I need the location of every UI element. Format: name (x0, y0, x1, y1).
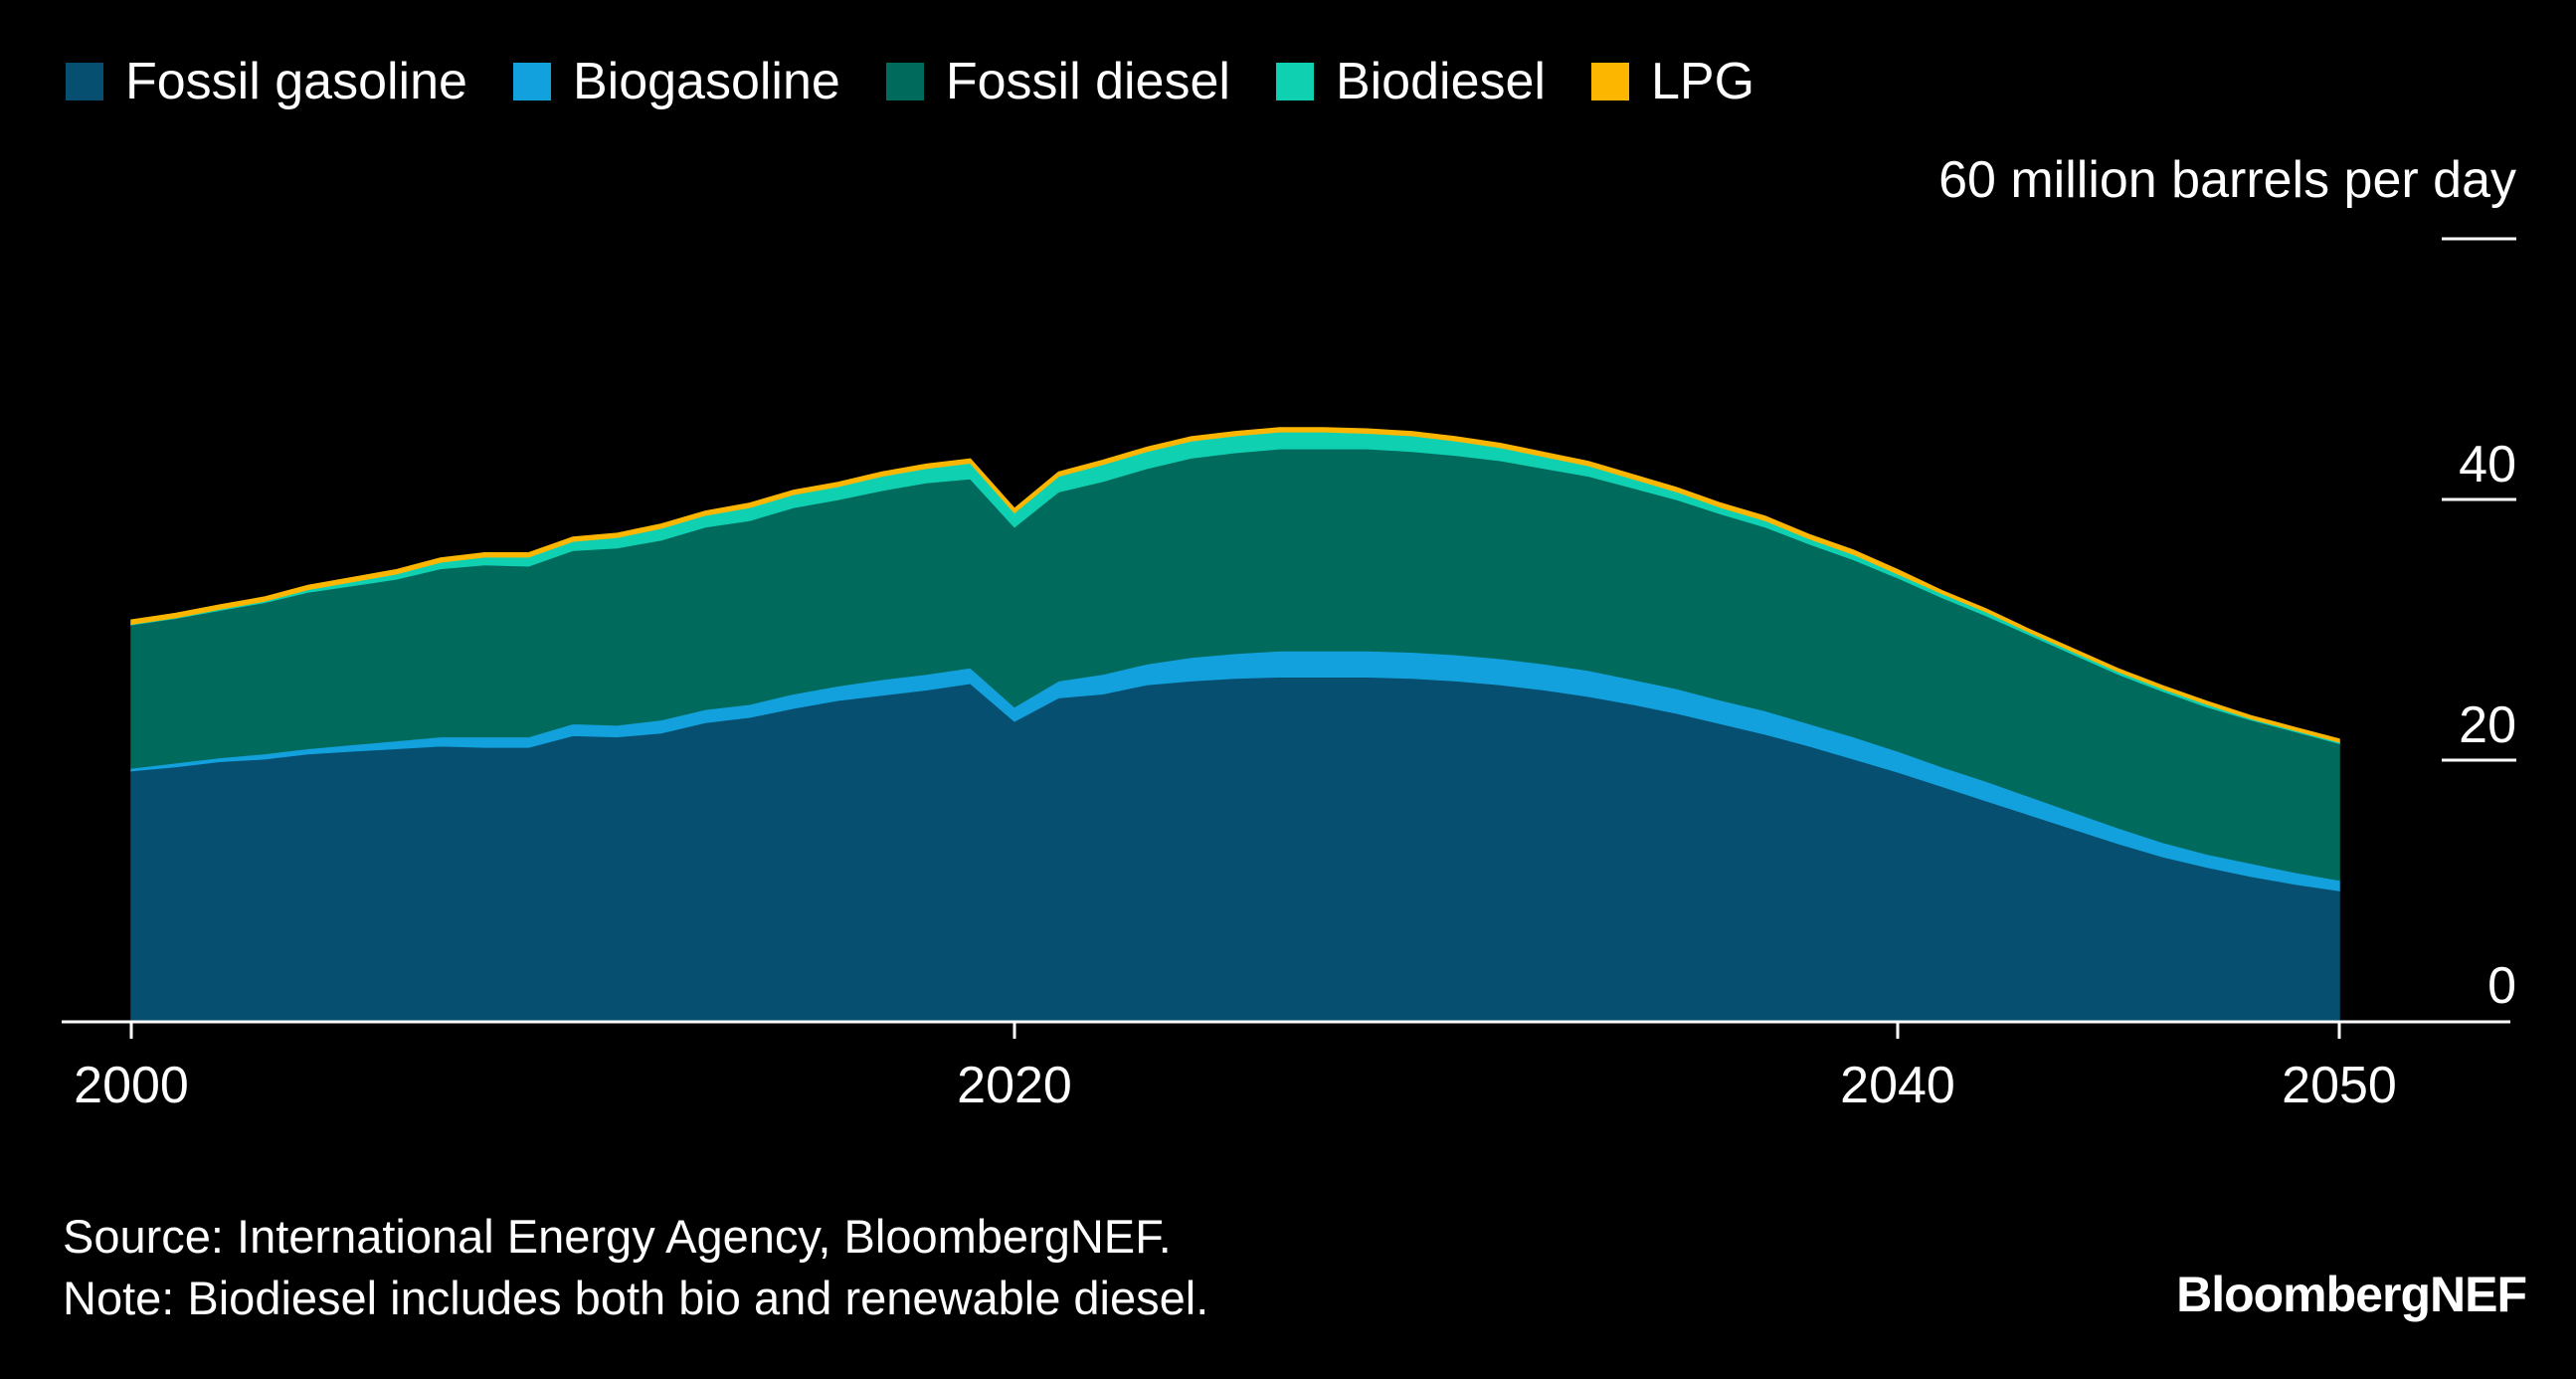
area-lpg (130, 427, 2340, 743)
footnote: Note: Biodiesel includes both bio and re… (63, 1272, 1209, 1324)
x-tick-label: 2000 (74, 1057, 189, 1114)
legend-label: Biodiesel (1335, 53, 1546, 110)
y-axis-unit-label: 60 million barrels per day (1938, 151, 2516, 209)
x-tick-label: 2020 (957, 1057, 1072, 1114)
legend-swatch (885, 63, 924, 100)
y-tick-label: 40 (2459, 436, 2516, 493)
source-note: Source: International Energy Agency, Blo… (63, 1210, 1172, 1263)
legend-swatch (1275, 63, 1314, 100)
legend-swatch (1590, 63, 1629, 100)
legend-item-fossil-diesel: Fossil diesel (885, 53, 1230, 110)
legend-item-biodiesel: Biodiesel (1275, 53, 1546, 110)
legend-swatch (512, 63, 551, 100)
legend: Fossil gasoline Biogasoline Fossil diesel B… (66, 56, 1754, 107)
legend-swatch (66, 63, 103, 100)
legend-item-biogasoline: Biogasoline (512, 53, 840, 110)
x-tick-label: 2050 (2282, 1057, 2397, 1114)
legend-label: LPG (1650, 53, 1755, 110)
y-tick-label: 0 (2487, 957, 2516, 1015)
chart-footer: Source: International Energy Agency, Blo… (63, 1206, 1208, 1329)
legend-label: Fossil gasoline (125, 53, 467, 110)
legend-item-lpg: LPG (1590, 53, 1755, 110)
legend-label: Fossil diesel (945, 53, 1230, 110)
legend-label: Biogasoline (572, 53, 840, 110)
series-areas (130, 427, 2340, 1022)
x-tick-label: 2040 (1840, 1057, 1955, 1114)
brand-logo: BloombergNEF (2176, 1267, 2527, 1322)
legend-item-fossil-gasoline: Fossil gasoline (66, 56, 467, 107)
y-tick-label: 20 (2459, 696, 2516, 754)
